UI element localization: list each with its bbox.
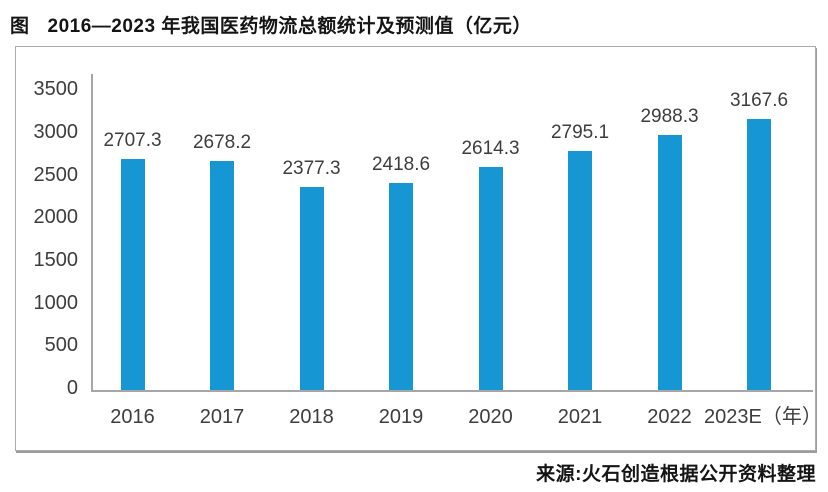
x-axis-category-label: 2020 (468, 406, 513, 428)
bar-value-label: 2614.3 (461, 137, 520, 159)
y-axis-tick-label: 3000 (33, 120, 79, 143)
x-axis-category-label: 2016 (110, 406, 155, 428)
bar-2023E（年） (747, 119, 771, 390)
bar-2022 (657, 134, 682, 390)
x-axis-line (91, 390, 813, 392)
chart-title: 图 2016—2023 年我国医药物流总额统计及预测值（亿元） (10, 11, 532, 38)
x-axis-category-label: 2023E（年） (704, 406, 822, 428)
x-axis-category-label: 2021 (557, 406, 603, 428)
y-axis-tick-label: 1000 (33, 291, 79, 314)
x-axis-category-label: 2018 (289, 406, 334, 428)
y-axis-tick-label: 2500 (33, 163, 79, 186)
bar-value-label: 2795.1 (550, 122, 610, 144)
y-axis-tick-label: 500 (44, 334, 78, 357)
x-axis-category-label: 2019 (378, 406, 424, 428)
bar-value-label: 2418.6 (371, 154, 431, 176)
y-axis-tick-label: 1500 (33, 248, 79, 271)
source-note: 来源:火石创造根据公开资料整理 (536, 464, 816, 485)
bar-2021 (568, 151, 592, 390)
figure-label: 图 (10, 16, 30, 37)
bar-2018 (299, 186, 324, 390)
chart-title-text: 2016—2023 年我国医药物流总额统计及预测值（亿元） (47, 16, 532, 37)
bar-2017 (210, 161, 234, 390)
y-axis-tick-label: 0 (66, 377, 78, 399)
bar-value-label: 3167.6 (729, 90, 789, 112)
bar-value-label: 2707.3 (103, 129, 162, 151)
x-axis-category-label: 2017 (199, 406, 245, 428)
bar-value-label: 2988.3 (640, 105, 699, 127)
bar-2019 (389, 183, 413, 390)
x-axis-category-label: 2022 (647, 406, 692, 428)
chart-container: 0 500 1000 1500 2000 2500 3000 3500 2707.3 2016 26… (15, 46, 822, 451)
bar-value-label: 2678.2 (192, 132, 252, 154)
y-axis-line (91, 74, 93, 392)
plot-area: 0 500 1000 1500 2000 2500 3000 3500 2707.3 2016 26… (16, 47, 822, 450)
y-axis-tick-label: 2000 (33, 206, 79, 229)
y-axis-tick-label: 3500 (33, 78, 79, 101)
bar-2016 (120, 158, 145, 390)
bar-value-label: 2377.3 (282, 157, 341, 179)
bar-2020 (478, 166, 503, 390)
